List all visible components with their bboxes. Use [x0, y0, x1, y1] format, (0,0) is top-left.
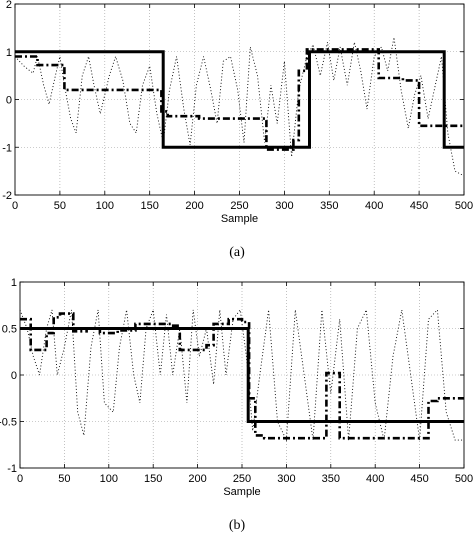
- x-tick-label: 100: [96, 200, 114, 212]
- series-line-dashdot: [15, 48, 464, 151]
- x-axis-label: Sample: [221, 213, 258, 225]
- x-tick-label: 300: [275, 200, 293, 212]
- x-tick-label: 200: [188, 473, 206, 485]
- x-tick-label: 350: [320, 200, 338, 212]
- x-tick-label: 100: [100, 473, 118, 485]
- y-tick-label: -2: [2, 190, 12, 202]
- chart-panel-b: 0 50 100 150 200 250 300 350 400 450 500 1 0.5 0 -0.5 -…: [0, 277, 473, 533]
- x-tick-label: 50: [54, 200, 66, 212]
- x-tick-label: 400: [366, 473, 384, 485]
- x-tick-label: 250: [230, 200, 248, 212]
- chart-panel-a: 0 50 100 150 200 250 300 350 400 450 500 2 1 0 -1 -2 Sam…: [2, 0, 473, 260]
- x-tick-label: 450: [410, 473, 428, 485]
- y-tick-label: 0: [11, 370, 17, 382]
- x-axis-label: Sample: [223, 486, 260, 498]
- x-tick-label: 350: [322, 473, 340, 485]
- y-tick-label: -1: [7, 463, 17, 475]
- x-tick-label: 200: [185, 200, 203, 212]
- x-tick-label: 500: [455, 473, 473, 485]
- y-tick-label: 0: [6, 95, 12, 107]
- x-tick-label: 150: [144, 473, 162, 485]
- y-tick-label: 0.5: [2, 324, 17, 336]
- x-tick-label: 50: [58, 473, 70, 485]
- y-tick-label: 1: [11, 277, 17, 289]
- x-tick-label: 0: [12, 200, 18, 212]
- x-tick-label: 400: [365, 200, 383, 212]
- series-line-dotted: [19, 308, 464, 442]
- series-line-dashdot: [20, 312, 464, 440]
- x-tick-label: 450: [410, 200, 428, 212]
- figure-caption: (b): [229, 518, 246, 533]
- x-tick-label: 0: [17, 473, 23, 485]
- y-tick-label: 2: [6, 0, 12, 11]
- y-tick-label: -1: [2, 142, 12, 154]
- series-line-solid: [15, 50, 464, 149]
- x-tick-label: 250: [233, 473, 251, 485]
- x-tick-label: 150: [141, 200, 159, 212]
- figure-caption: (a): [229, 245, 245, 260]
- y-tick-label: -0.5: [0, 417, 17, 429]
- x-tick-label: 500: [455, 200, 473, 212]
- series-line-dotted: [14, 37, 465, 177]
- x-tick-label: 300: [277, 473, 295, 485]
- y-tick-label: 1: [6, 47, 12, 59]
